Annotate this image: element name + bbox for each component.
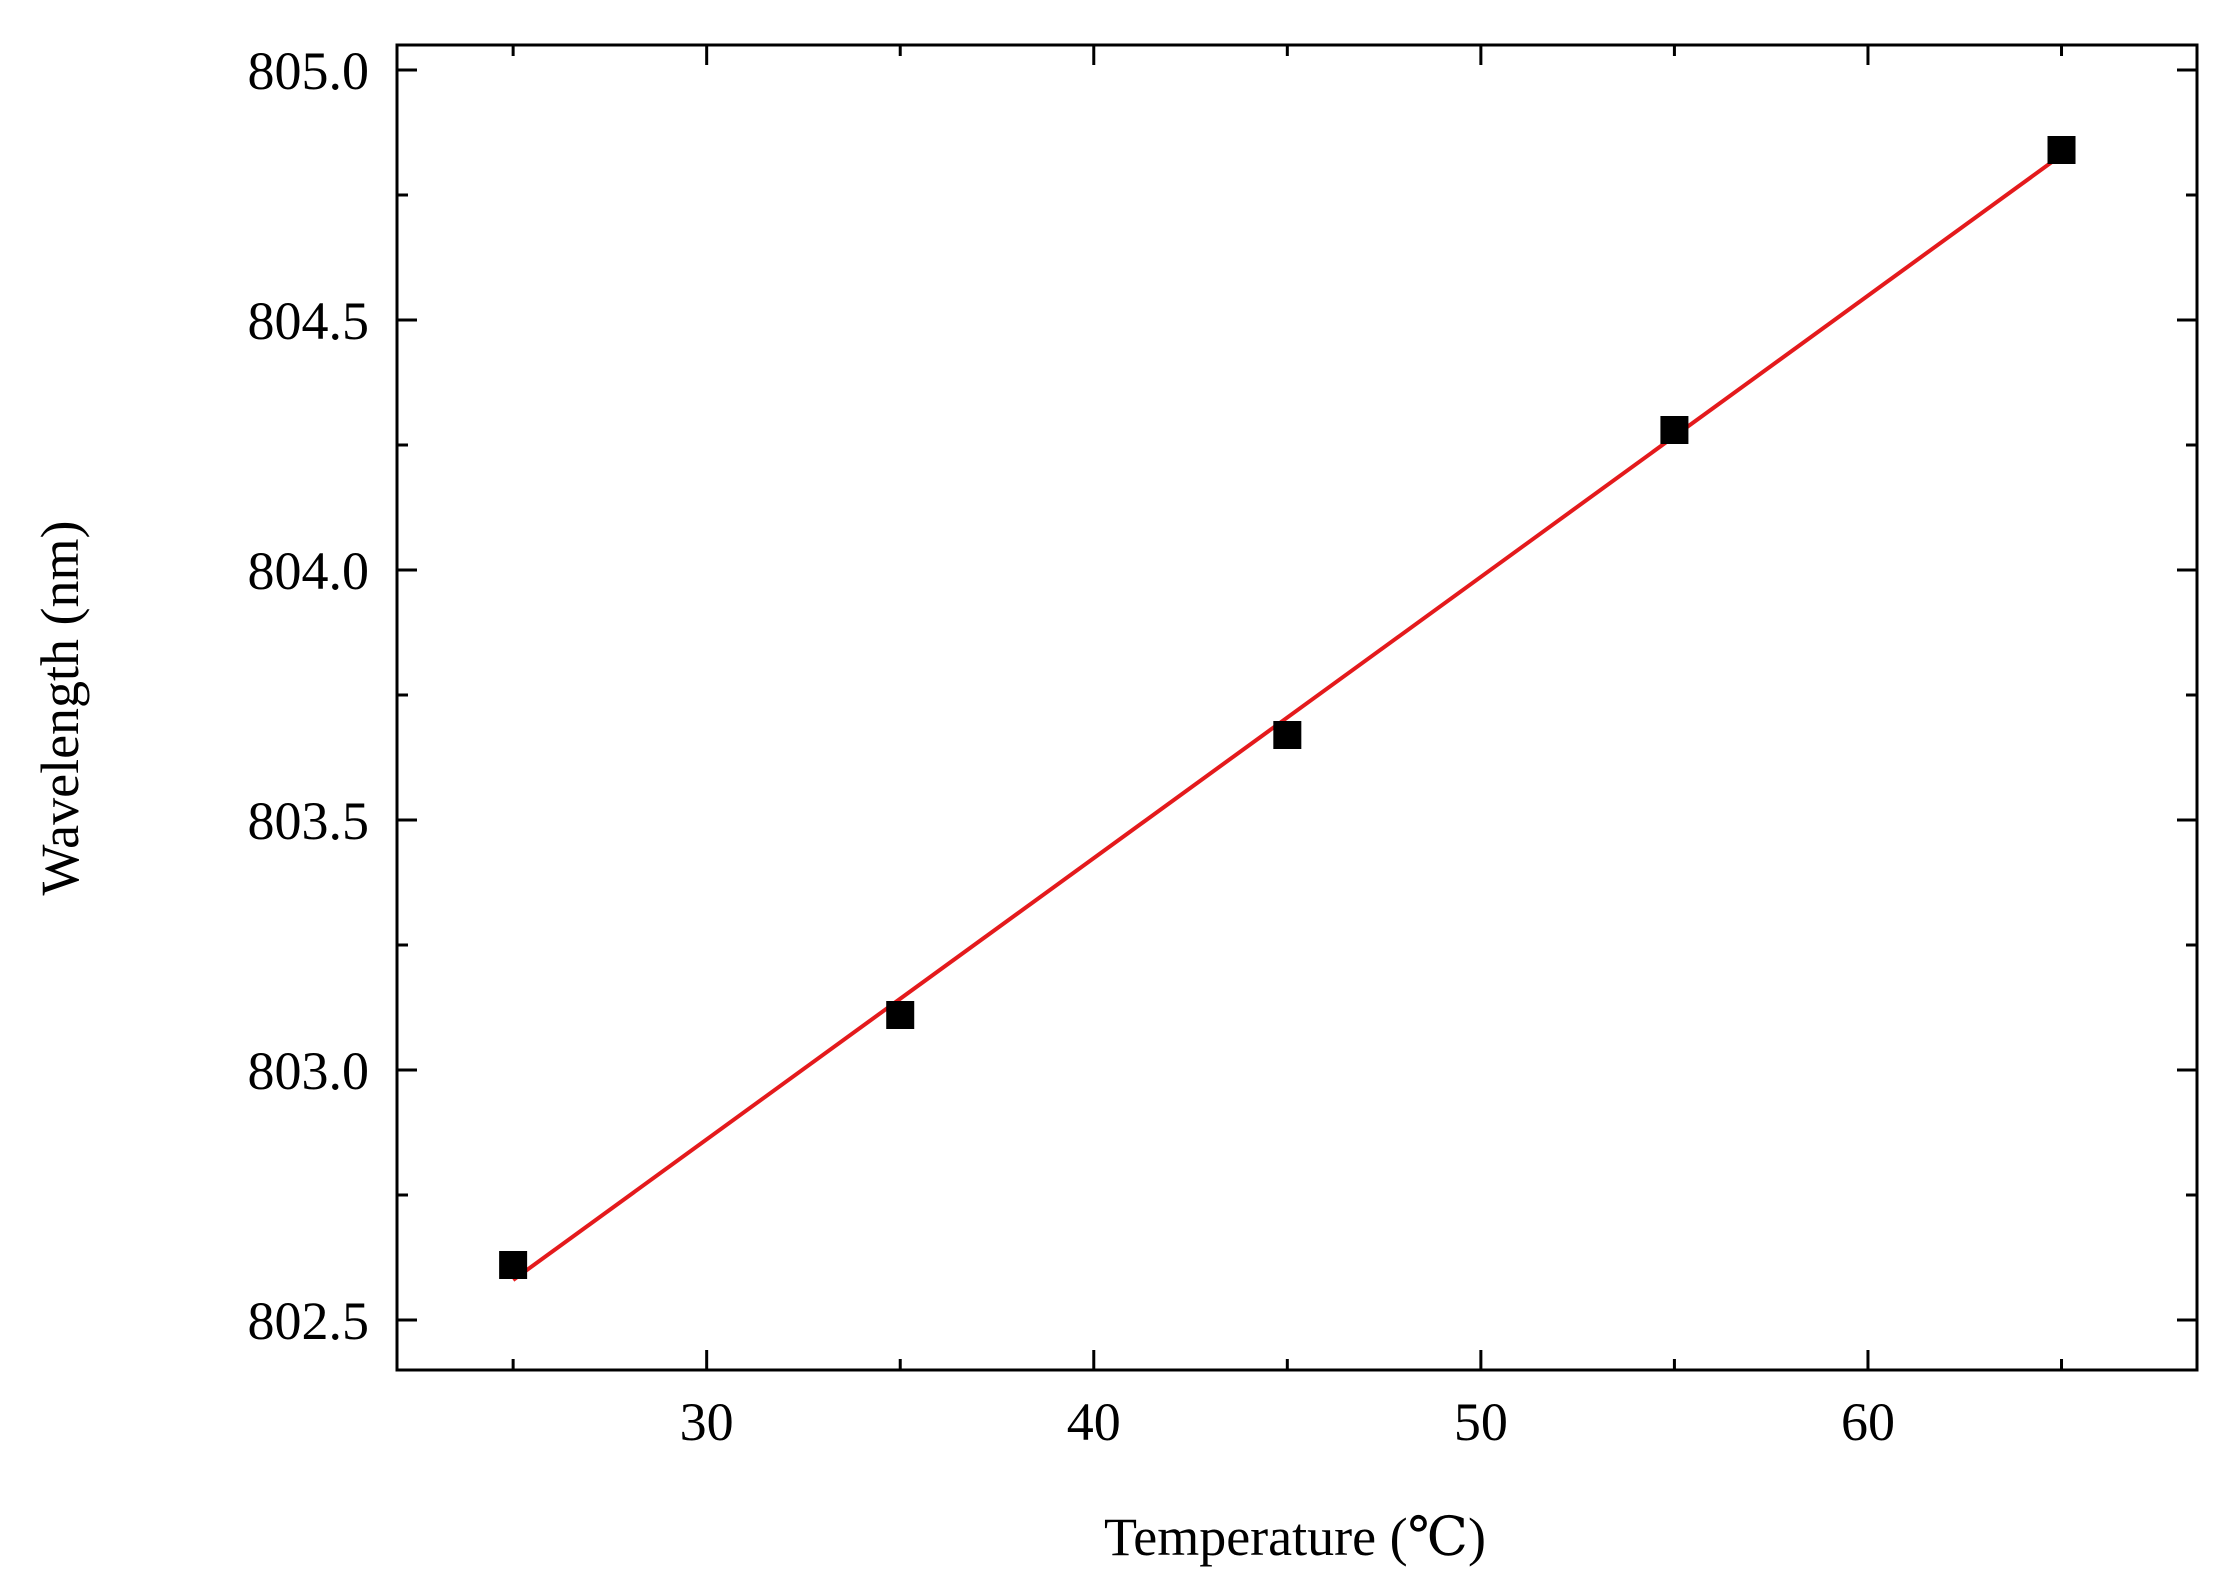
- plot-frame: [395, 43, 2199, 1372]
- y-tick-label: 803.5: [248, 791, 370, 851]
- plot-area: 30 40 50 60 802.5 803.0 803.5 804.0 804.5 805.0: [248, 41, 2199, 1452]
- y-tick-label: 805.0: [248, 41, 370, 101]
- data-point: [499, 1251, 528, 1279]
- y-tick-label: 803.0: [248, 1041, 370, 1101]
- x-tick-label: 50: [1454, 1392, 1508, 1452]
- y-tick-label: 804.5: [248, 291, 370, 351]
- y-axis-label: Wavelength (nm): [30, 520, 90, 895]
- fit-line: [511, 153, 2063, 1282]
- x-tick-label: 40: [1067, 1392, 1121, 1452]
- x-tick-label: 30: [680, 1392, 734, 1452]
- data-point: [1660, 416, 1689, 444]
- y-tick-label: 804.0: [248, 541, 370, 601]
- data-point: [886, 1001, 915, 1029]
- x-axis-label: Temperature (℃): [1104, 1507, 1486, 1567]
- y-tick-label: 802.5: [248, 1291, 370, 1351]
- data-point: [1273, 721, 1302, 749]
- data-point: [2047, 136, 2076, 164]
- x-tick-label: 60: [1841, 1392, 1895, 1452]
